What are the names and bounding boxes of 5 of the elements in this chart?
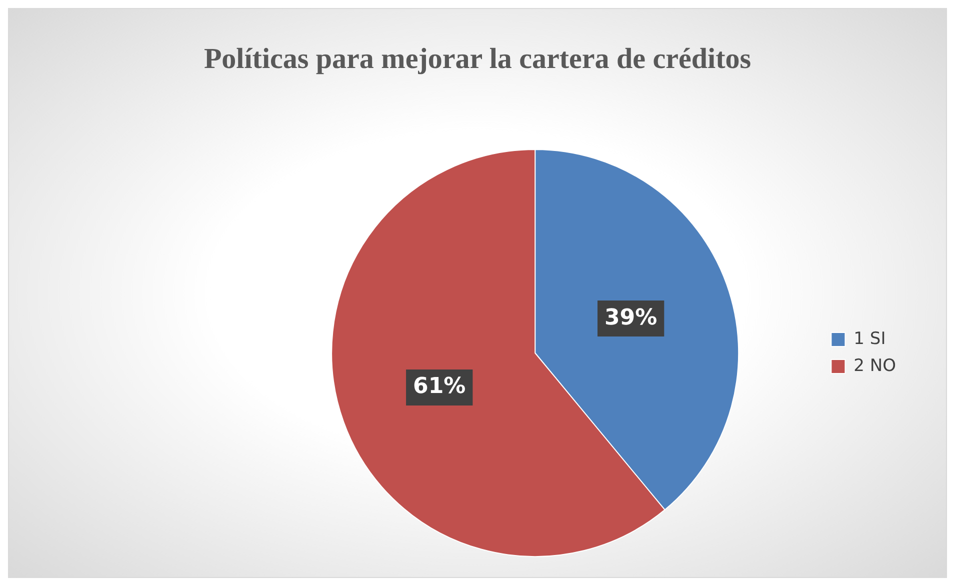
data-label: 39% bbox=[604, 305, 658, 330]
chart-title: Políticas para mejorar la cartera de créditos bbox=[202, 43, 752, 76]
legend-label: 2 NO bbox=[854, 356, 896, 376]
data-label: 61% bbox=[413, 374, 466, 400]
legend-label: 1 SI bbox=[854, 328, 886, 349]
